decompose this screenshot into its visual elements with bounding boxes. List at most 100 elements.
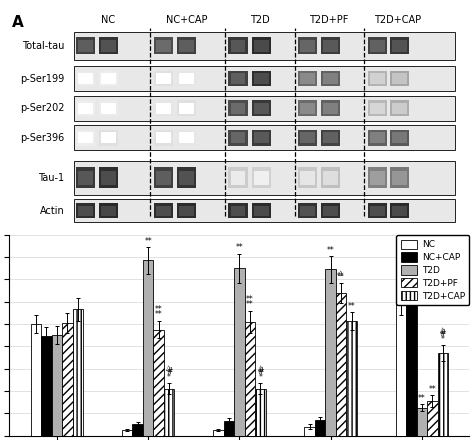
Bar (228, 71, 247, 87)
Text: **: ** (236, 243, 243, 253)
Bar (164, 389, 174, 436)
Bar (76, 100, 95, 116)
Text: A: A (12, 15, 24, 30)
Bar (368, 71, 387, 87)
Bar (231, 103, 245, 114)
Bar (73, 309, 83, 436)
Bar (321, 100, 340, 116)
Text: **: ** (144, 237, 152, 246)
Bar (321, 203, 340, 218)
Bar (254, 205, 269, 216)
Bar (396, 304, 406, 436)
Bar (78, 205, 92, 216)
Bar (323, 171, 337, 185)
Bar (417, 408, 427, 436)
Bar (255, 389, 265, 436)
Bar (231, 171, 245, 185)
Bar (368, 37, 387, 55)
Text: T2D+CAP: T2D+CAP (374, 15, 421, 26)
Bar (228, 167, 247, 188)
Bar (392, 103, 407, 114)
Bar (177, 130, 196, 146)
Bar (154, 130, 173, 146)
Text: NC: NC (101, 15, 115, 26)
Bar (321, 130, 340, 146)
Text: **: ** (428, 385, 436, 394)
Bar (101, 73, 116, 84)
Bar (370, 103, 384, 114)
Text: *: * (167, 373, 171, 382)
Text: **: ** (337, 272, 345, 282)
Text: *: * (441, 335, 445, 344)
Bar (224, 421, 234, 436)
Bar (254, 103, 269, 114)
Bar (390, 167, 409, 188)
Bar (76, 71, 95, 87)
Bar (74, 161, 456, 195)
Bar (252, 100, 271, 116)
Bar (156, 73, 171, 84)
Bar (76, 167, 95, 188)
Bar (252, 203, 271, 218)
Bar (99, 130, 118, 146)
Text: NC+CAP: NC+CAP (166, 15, 207, 26)
Bar (228, 203, 247, 218)
Bar (321, 37, 340, 55)
Bar (336, 293, 346, 436)
Bar (390, 37, 409, 55)
Text: #: # (439, 330, 446, 338)
Bar (370, 132, 384, 143)
Bar (228, 100, 247, 116)
Text: **: ** (246, 295, 254, 304)
Bar (62, 323, 73, 436)
Bar (370, 171, 384, 185)
Text: △: △ (166, 365, 172, 371)
Bar (298, 130, 317, 146)
Text: **: ** (155, 305, 163, 314)
Bar (154, 100, 173, 116)
Bar (254, 40, 269, 52)
Bar (177, 71, 196, 87)
Bar (300, 205, 315, 216)
Bar (370, 205, 384, 216)
Bar (101, 103, 116, 114)
Bar (254, 171, 269, 185)
Bar (41, 336, 52, 436)
Bar (74, 199, 456, 222)
Bar (406, 298, 417, 436)
Bar (368, 130, 387, 146)
Bar (390, 71, 409, 87)
Bar (298, 71, 317, 87)
Bar (390, 100, 409, 116)
Bar (427, 401, 438, 436)
Bar (74, 95, 456, 121)
Bar (228, 37, 247, 55)
Bar (76, 37, 95, 55)
Bar (74, 32, 456, 60)
Bar (154, 167, 173, 188)
Text: △: △ (258, 365, 263, 371)
Bar (254, 132, 269, 143)
Bar (323, 132, 337, 143)
Bar (321, 167, 340, 188)
Bar (101, 205, 116, 216)
Bar (179, 40, 194, 52)
Bar (78, 73, 92, 84)
Text: △: △ (338, 270, 344, 276)
Bar (101, 132, 116, 143)
Bar (392, 171, 407, 185)
Bar (74, 125, 456, 150)
Bar (177, 203, 196, 218)
Bar (122, 430, 132, 436)
Bar (298, 37, 317, 55)
Bar (177, 167, 196, 188)
Bar (298, 203, 317, 218)
Bar (323, 40, 337, 52)
Bar (392, 73, 407, 84)
Bar (234, 268, 245, 436)
Bar (252, 37, 271, 55)
Bar (323, 205, 337, 216)
Bar (300, 103, 315, 114)
Text: **: ** (327, 246, 335, 255)
Bar (179, 103, 194, 114)
